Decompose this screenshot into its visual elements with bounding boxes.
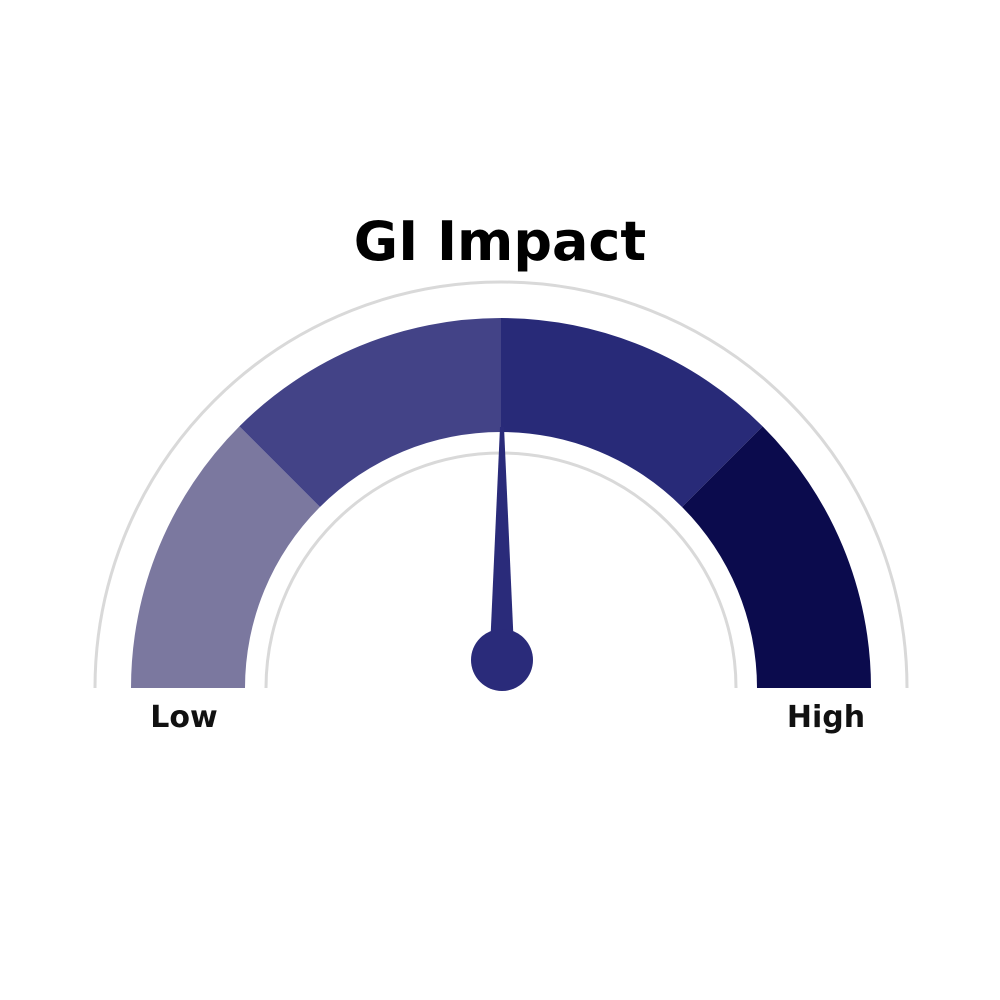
outer-track-arc xyxy=(93,280,909,689)
max-label: High xyxy=(787,700,865,735)
gauge-segment-1 xyxy=(131,426,320,688)
chart-title: GI Impact xyxy=(354,210,647,273)
min-label: Low xyxy=(150,700,217,735)
gauge-segment-3 xyxy=(501,318,763,507)
gauge-segment-4 xyxy=(682,426,871,688)
gauge-segment-2 xyxy=(239,318,501,507)
needle-hub xyxy=(471,629,533,691)
gauge-needle xyxy=(489,427,515,660)
